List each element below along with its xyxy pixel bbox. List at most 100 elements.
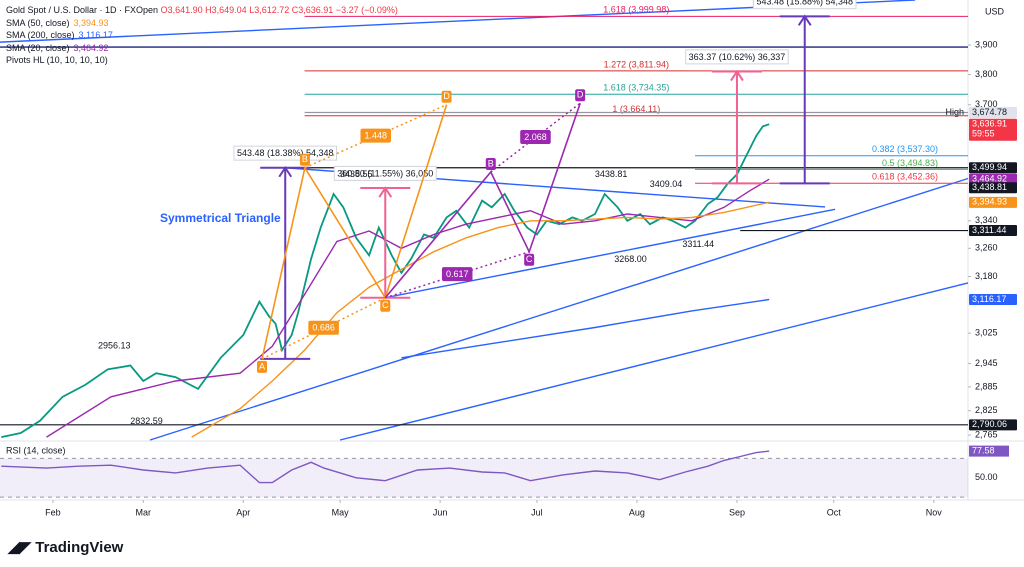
- point-box: [257, 360, 268, 373]
- point-box: [524, 253, 535, 266]
- pattern-ratio: 0.686: [312, 323, 335, 333]
- y-tick-label: 2,885: [975, 381, 998, 391]
- price-line: [1, 123, 770, 438]
- trendline: [149, 177, 969, 441]
- price-label: 3,499.94: [972, 162, 1007, 172]
- point-box: [380, 299, 391, 312]
- measure-label: 363.37 (10.62%) 36,337: [689, 52, 786, 62]
- pattern-ratio: 1.448: [364, 131, 387, 141]
- indicator-value: 3,394.93: [73, 17, 109, 28]
- trendline: [385, 208, 836, 299]
- currency: USD: [985, 6, 1005, 16]
- point-box: [485, 157, 496, 170]
- price-label: 3,311.44: [972, 225, 1006, 235]
- price-label-box: [969, 106, 1017, 118]
- pattern-name: Symmetrical Triangle: [160, 211, 281, 225]
- fib-label: 1.618 (3,999.98): [603, 5, 669, 15]
- sma-line: [46, 178, 770, 438]
- trendline: [339, 282, 969, 441]
- fib-label: 0.618 (3,452.36): [872, 172, 938, 182]
- y-tick-label: 3,700: [975, 99, 998, 109]
- ratio-box: [360, 128, 392, 143]
- price-label: 3,438.81: [972, 182, 1007, 192]
- y-tick-label: 3,260: [975, 243, 998, 253]
- x-tick-label: Feb: [45, 507, 61, 517]
- pivot-label: 2956.13: [98, 341, 131, 351]
- y-tick-label: 50.00: [975, 472, 998, 482]
- pivot-label: 3438.55: [340, 169, 373, 179]
- indicator-name: SMA (20, close): [6, 42, 70, 53]
- symbol: Gold Spot / U.S. Dollar · 1D · FXOpen: [6, 5, 159, 15]
- pivot-label: 2832.59: [130, 416, 163, 426]
- pivot-label: 3438.81: [595, 169, 628, 179]
- indicator-name: SMA (200, close): [6, 30, 75, 40]
- rsi-value-label: 77.58: [972, 445, 995, 455]
- price-label-box: [969, 118, 1017, 141]
- indicators: SMA (50, close) 3,394.93 SMA (200, close) 3…: [6, 17, 398, 67]
- fib-label: 0.5 (3,494.83): [882, 158, 938, 168]
- fib-label: 1.272 (3,811.94): [604, 59, 669, 69]
- axis-panel: [968, 0, 1024, 500]
- y-tick-label: 2,945: [975, 358, 998, 368]
- logo-text: TradingView: [35, 539, 124, 556]
- y-tick-label: 3,025: [975, 328, 998, 338]
- pattern-dotted: [304, 104, 447, 169]
- indicator-value: 3,116.17: [78, 30, 113, 40]
- ratio-box: [441, 267, 473, 282]
- legend-header: Gold Spot / U.S. Dollar · 1D · FXOpen O3…: [6, 4, 398, 67]
- x-tick-label: Nov: [926, 507, 943, 517]
- pattern-line: [261, 104, 448, 360]
- x-tick-label: Apr: [236, 507, 250, 517]
- price-label-box: [969, 293, 1017, 305]
- rsi-band: [0, 458, 968, 498]
- measure-label-box: [333, 165, 437, 181]
- point-label: B: [488, 158, 494, 168]
- x-tick-label: Jun: [433, 507, 448, 517]
- point-label: D: [577, 90, 584, 100]
- price-label: 3,394.93: [972, 197, 1007, 207]
- price-label-box: [969, 162, 1017, 174]
- indicator: SMA (20, close) 3,464.92: [6, 42, 398, 55]
- point-label: C: [382, 300, 389, 310]
- x-tick-label: Mar: [136, 507, 152, 517]
- logo: ◢◤ TradingView: [8, 539, 124, 556]
- ohlc: L3,612.72: [249, 5, 290, 15]
- x-tick-label: May: [332, 507, 350, 517]
- y-tick-label: 3,900: [975, 39, 998, 49]
- price-label-box: [969, 196, 1017, 208]
- indicator-name: SMA (50, close): [6, 17, 70, 28]
- price-label-box: [969, 173, 1017, 185]
- indicator-value: 3,464.92: [73, 42, 109, 53]
- measure-label-box: [685, 49, 789, 65]
- y-tick-label: 3,180: [975, 271, 998, 281]
- x-tick-label: Oct: [827, 507, 842, 517]
- fib-label: 0.382 (3,537.30): [872, 144, 938, 154]
- point-label: C: [526, 254, 533, 264]
- fib-label: 1.618 (3,734.35): [603, 83, 669, 93]
- ohlc: −3.27 (−0.09%): [335, 5, 398, 15]
- price-label: 3,464.92: [972, 174, 1007, 184]
- indicator: Pivots HL (10, 10, 10, 10): [6, 54, 398, 67]
- pivot-label: 3311.44: [682, 239, 714, 249]
- price-label-box: [969, 182, 1017, 194]
- y-tick-label: 3,340: [975, 215, 998, 225]
- rsi-value-box: [969, 445, 1009, 457]
- price-label: 2,790.06: [972, 419, 1007, 429]
- point-box: [441, 90, 452, 103]
- rsi-title: RSI (14, close): [6, 445, 66, 455]
- pivot-label: 3268.00: [614, 254, 647, 264]
- y-tick-label: 2,765: [975, 429, 998, 439]
- pivot-label: 3409.04: [650, 179, 683, 189]
- x-tick-label: Sep: [729, 507, 745, 517]
- high-label: High: [945, 107, 964, 117]
- x-tick-label: Jul: [531, 507, 543, 517]
- point-label: D: [443, 91, 450, 101]
- price-label-box: [969, 225, 1017, 237]
- indicator: SMA (50, close) 3,394.93: [6, 17, 398, 30]
- ratio-box: [308, 320, 339, 335]
- point-box: [299, 153, 310, 166]
- price-label: 3,116.17: [972, 294, 1006, 304]
- price-label: 3,674.78: [972, 107, 1007, 117]
